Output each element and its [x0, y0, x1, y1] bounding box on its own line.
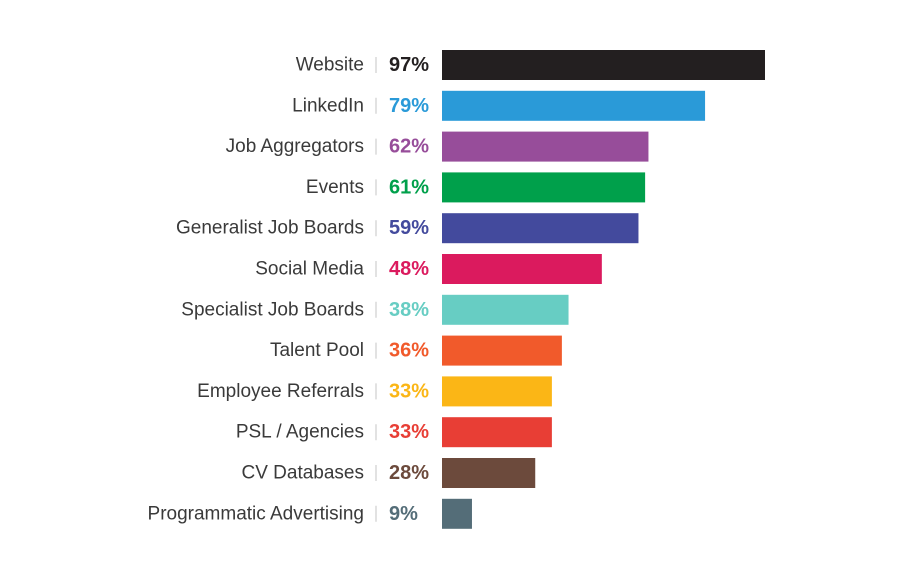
bar	[442, 90, 706, 121]
bar-row: Programmatic Advertising 9%	[148, 498, 472, 529]
value-label: 36%	[389, 340, 429, 362]
bar-row: Website 97%	[296, 50, 765, 80]
value-label: 61%	[389, 176, 429, 198]
bar-row: LinkedIn 79%	[292, 90, 706, 121]
category-label: Job Aggregators	[226, 136, 364, 157]
category-label: Generalist Job Boards	[176, 218, 364, 239]
category-label: PSL / Agencies	[236, 422, 364, 443]
category-label: CV Databases	[241, 463, 364, 484]
bar-row: Employee Referrals 33%	[197, 376, 552, 407]
bar	[442, 417, 552, 448]
category-label: Events	[306, 177, 364, 198]
category-label: Website	[296, 55, 364, 76]
bar	[442, 50, 765, 80]
bar	[442, 172, 646, 203]
bar-row: PSL / Agencies 33%	[236, 417, 552, 448]
value-label: 79%	[389, 95, 429, 117]
value-label: 38%	[389, 299, 429, 321]
value-label: 33%	[389, 421, 429, 443]
value-label: 9%	[389, 503, 418, 525]
bar	[442, 498, 472, 529]
bar-row: Job Aggregators 62%	[226, 131, 649, 162]
category-label: Programmatic Advertising	[148, 503, 364, 524]
value-label: 33%	[389, 380, 429, 402]
bar	[442, 213, 639, 244]
bar	[442, 254, 602, 284]
category-label: Employee Referrals	[197, 381, 364, 402]
category-label: Specialist Job Boards	[181, 299, 364, 320]
category-label: Talent Pool	[270, 340, 364, 361]
value-label: 97%	[389, 54, 429, 76]
bar	[442, 294, 569, 325]
bar-row: Generalist Job Boards 59%	[176, 213, 639, 244]
bar	[442, 458, 536, 488]
bar-row: CV Databases 28%	[241, 458, 536, 488]
bar-row: Specialist Job Boards 38%	[181, 294, 569, 325]
value-label: 48%	[389, 258, 429, 280]
bar-row: Social Media 48%	[255, 254, 602, 284]
value-label: 59%	[389, 217, 429, 239]
bar	[442, 376, 552, 407]
bar-row: Events 61%	[306, 172, 646, 203]
bar-row: Talent Pool 36%	[270, 335, 562, 366]
value-label: 62%	[389, 136, 429, 158]
bar	[442, 131, 649, 162]
category-label: LinkedIn	[292, 95, 364, 116]
bar	[442, 335, 562, 366]
value-label: 28%	[389, 462, 429, 484]
category-label: Social Media	[255, 259, 364, 280]
